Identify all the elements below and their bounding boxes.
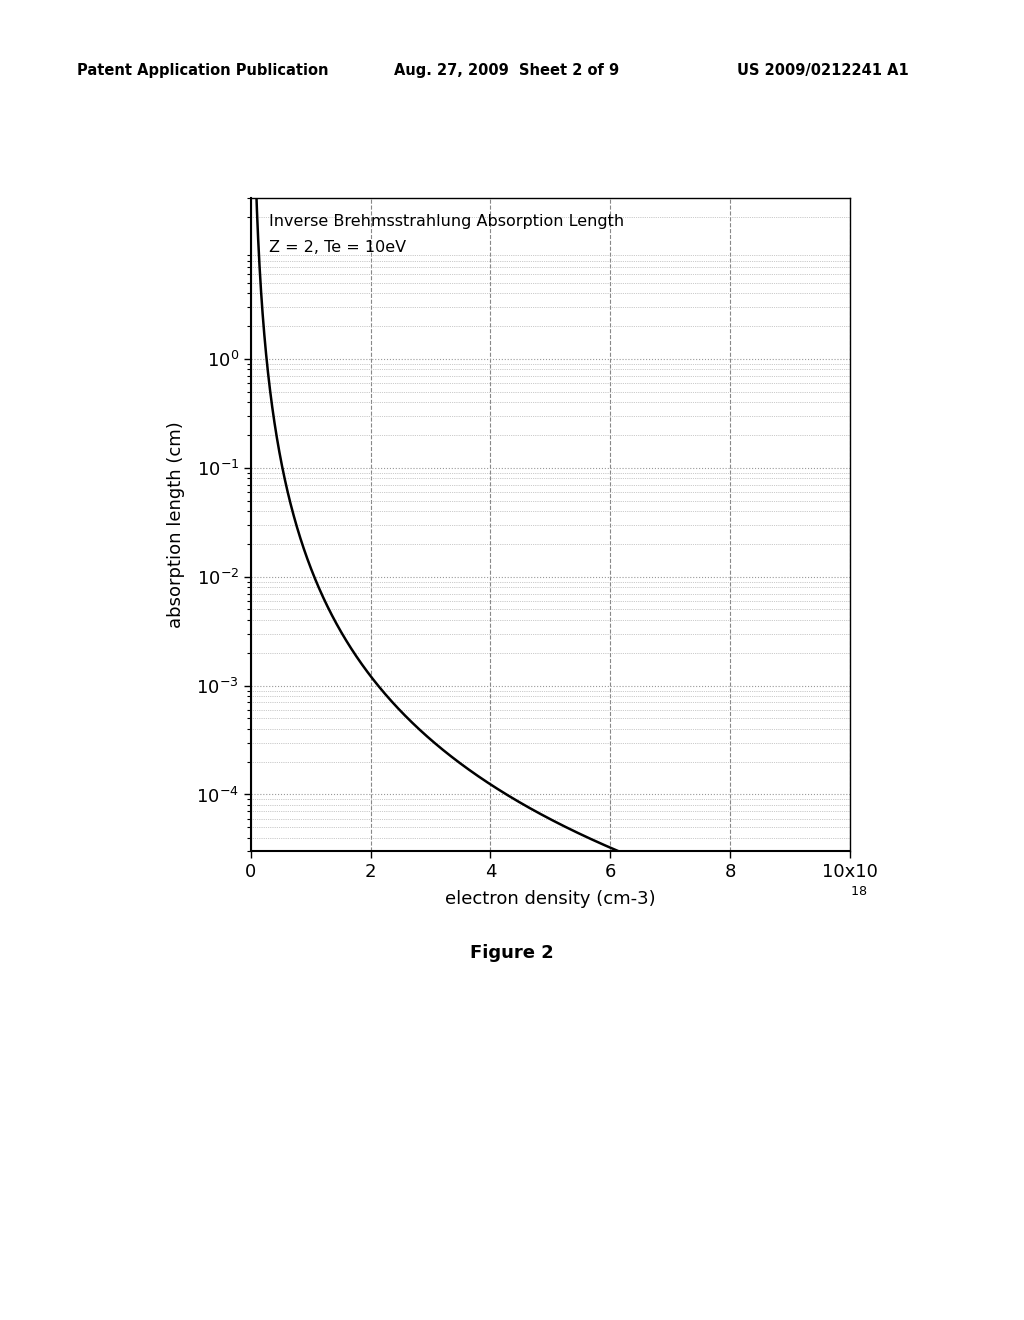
Text: $^{18}$: $^{18}$	[850, 887, 867, 906]
Text: Patent Application Publication: Patent Application Publication	[77, 63, 329, 78]
Y-axis label: absorption length (cm): absorption length (cm)	[167, 421, 185, 628]
Text: Inverse Brehmsstrahlung Absorption Length: Inverse Brehmsstrahlung Absorption Lengt…	[269, 214, 624, 230]
Text: Figure 2: Figure 2	[470, 944, 554, 962]
Text: Z = 2, Te = 10eV: Z = 2, Te = 10eV	[269, 240, 406, 256]
X-axis label: electron density (cm-3): electron density (cm-3)	[445, 890, 655, 908]
Text: Aug. 27, 2009  Sheet 2 of 9: Aug. 27, 2009 Sheet 2 of 9	[394, 63, 620, 78]
Text: US 2009/0212241 A1: US 2009/0212241 A1	[737, 63, 909, 78]
